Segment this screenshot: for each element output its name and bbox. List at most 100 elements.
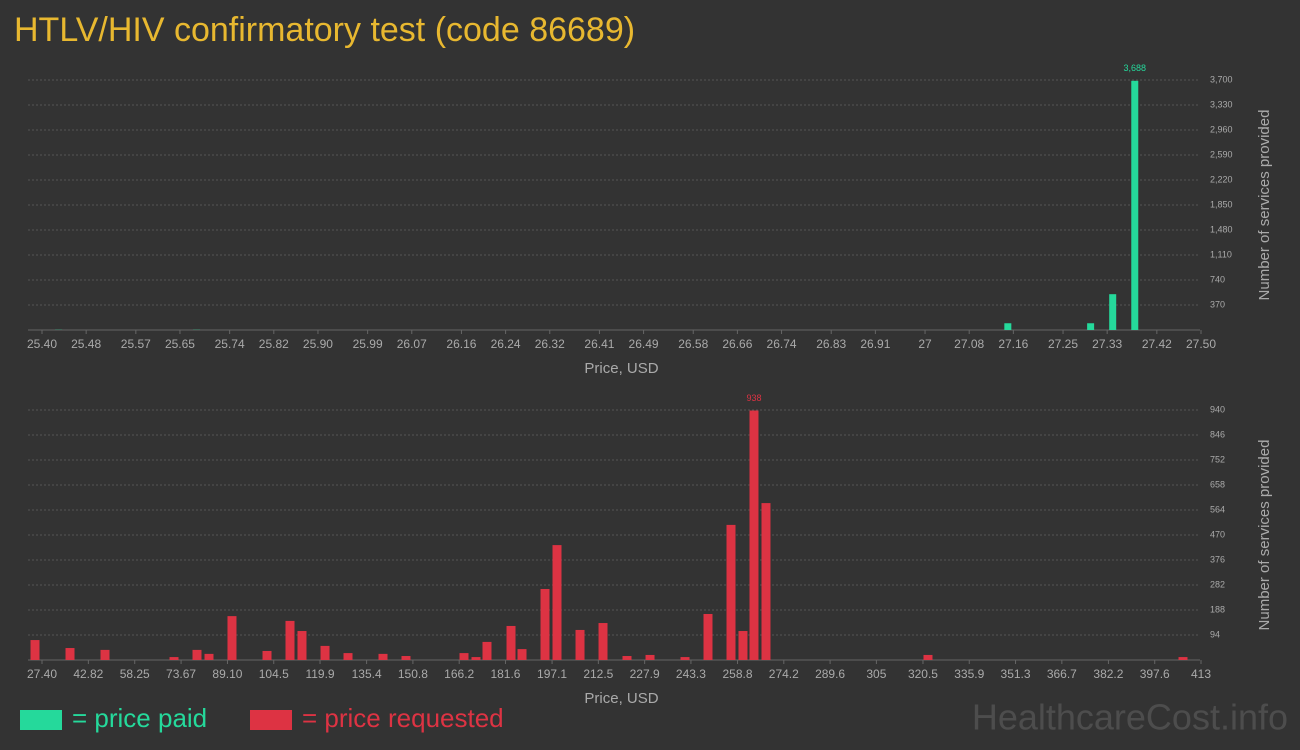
bar [471, 657, 481, 660]
x-tick-label: 25.82 [259, 337, 289, 351]
y-tick-label: 3,700 [1210, 74, 1233, 84]
x-tick-label: 212.5 [583, 667, 613, 681]
bar [645, 654, 655, 660]
x-tick-label: 42.82 [73, 667, 103, 681]
x-tick-label: 227.9 [630, 667, 660, 681]
bar [761, 503, 771, 660]
bar [1087, 323, 1095, 330]
x-tick-label: 104.5 [259, 667, 289, 681]
bar [378, 653, 388, 660]
x-tick-label: 27.08 [954, 337, 984, 351]
x-tick-label: 25.90 [303, 337, 333, 351]
bar [680, 657, 690, 660]
x-tick-label: 320.5 [908, 667, 938, 681]
bar [738, 631, 748, 660]
x-tick-label: 382.2 [1093, 667, 1123, 681]
x-tick-label: 25.99 [353, 337, 383, 351]
x-tick-label: 26.41 [584, 337, 614, 351]
y-tick-label: 282 [1210, 579, 1225, 589]
bar [169, 657, 179, 660]
x-tick-label: 26.74 [767, 337, 797, 351]
x-tick-label: 289.6 [815, 667, 845, 681]
bar [749, 410, 759, 660]
bar [192, 649, 202, 660]
bar [297, 631, 307, 660]
x-axis-label: Price, USD [584, 360, 658, 377]
bar [703, 613, 713, 660]
y-tick-label: 370 [1210, 299, 1225, 309]
bar [552, 545, 562, 660]
y-tick-label: 376 [1210, 554, 1225, 564]
y-tick-label: 658 [1210, 479, 1225, 489]
x-tick-label: 181.6 [490, 667, 520, 681]
watermark: HealthcareCost.info [972, 697, 1288, 738]
x-tick-label: 119.9 [305, 667, 334, 681]
x-tick-label: 25.57 [121, 337, 151, 351]
bar [1131, 80, 1139, 330]
x-tick-label: 166.2 [444, 667, 474, 681]
y-tick-label: 1,110 [1210, 249, 1232, 259]
bar [622, 656, 632, 660]
x-tick-label: 135.4 [352, 667, 382, 681]
x-tick-label: 27.16 [998, 337, 1028, 351]
bar [1109, 294, 1117, 330]
bar [227, 616, 237, 660]
y-tick-label: 564 [1210, 504, 1225, 514]
x-tick-label: 26.66 [722, 337, 752, 351]
bar [540, 588, 550, 660]
x-tick-label: 26.58 [678, 337, 708, 351]
bar [320, 645, 330, 660]
legend-swatch [250, 710, 292, 730]
y-tick-label: 3,330 [1210, 99, 1233, 109]
x-tick-label: 73.67 [166, 667, 196, 681]
bar [262, 650, 272, 660]
bar [482, 641, 492, 660]
bar [506, 625, 516, 660]
bar [726, 524, 736, 660]
y-tick-label: 94 [1210, 629, 1220, 639]
bar [575, 629, 585, 660]
page-title: HTLV/HIV confirmatory test (code 86689) [14, 11, 635, 49]
y-tick-label: 2,960 [1210, 124, 1233, 134]
x-tick-label: 27.33 [1092, 337, 1122, 351]
x-tick-label: 27.25 [1048, 337, 1078, 351]
x-tick-label: 25.40 [27, 337, 57, 351]
x-tick-label: 197.1 [537, 667, 567, 681]
x-tick-label: 26.16 [446, 337, 476, 351]
x-tick-label: 274.2 [769, 667, 799, 681]
x-tick-label: 335.9 [954, 667, 984, 681]
x-tick-label: 258.8 [723, 667, 753, 681]
x-tick-label: 27.40 [27, 667, 57, 681]
bar [285, 620, 295, 660]
bar [65, 648, 75, 660]
x-tick-label: 27 [918, 337, 932, 351]
x-tick-label: 413 [1191, 667, 1211, 681]
y-tick-label: 188 [1210, 604, 1225, 614]
y-tick-label: 1,850 [1210, 199, 1233, 209]
legend-label: = price requested [302, 703, 504, 733]
y-tick-label: 470 [1210, 529, 1225, 539]
bar [401, 656, 411, 660]
bar [459, 653, 469, 660]
x-tick-label: 351.3 [1001, 667, 1031, 681]
bar [204, 653, 214, 660]
x-tick-label: 25.48 [71, 337, 101, 351]
y-tick-label: 752 [1210, 454, 1225, 464]
legend-label: = price paid [72, 703, 207, 733]
y-tick-label: 846 [1210, 429, 1225, 439]
bar [1178, 657, 1188, 660]
x-tick-label: 89.10 [212, 667, 242, 681]
y-axis-label: Number of services provided [1256, 440, 1273, 631]
y-tick-label: 2,220 [1210, 174, 1233, 184]
x-tick-label: 243.3 [676, 667, 706, 681]
x-tick-label: 26.07 [397, 337, 427, 351]
bar [923, 654, 933, 660]
bar [100, 649, 110, 660]
data-label: 938 [746, 393, 761, 403]
x-tick-label: 26.91 [860, 337, 890, 351]
bar [1004, 323, 1012, 330]
legend-swatch [20, 710, 62, 730]
y-tick-label: 940 [1210, 404, 1225, 414]
